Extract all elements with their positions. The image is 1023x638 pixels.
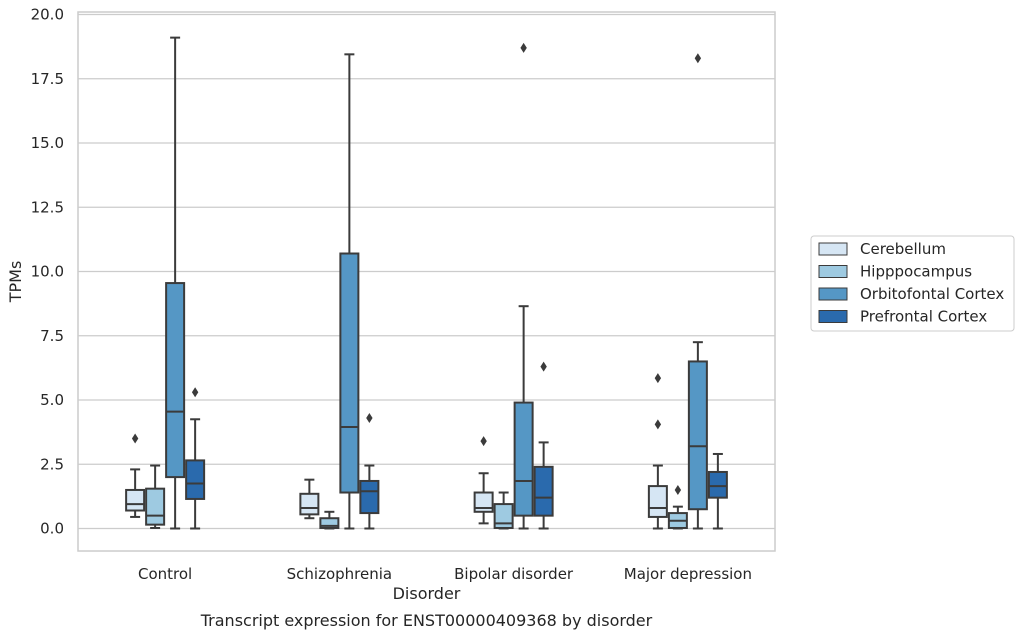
box-group — [185, 387, 206, 530]
y-tick-label: 20.0 — [31, 6, 64, 24]
box-group — [533, 361, 554, 530]
box-iqr — [493, 503, 514, 529]
box-group — [667, 484, 688, 530]
box-iqr — [533, 465, 554, 517]
box-iqr — [165, 282, 186, 479]
box-iqr — [125, 488, 146, 512]
box-iqr — [145, 487, 166, 526]
outlier-marker — [674, 484, 682, 495]
box-group — [647, 373, 668, 530]
y-axis-ticks: 0.0 2.5 5.0 7.5 10.0 12.5 15.0 17.5 20.0 — [31, 6, 64, 538]
box-iqr — [513, 401, 534, 517]
y-tick-label: 5.0 — [40, 391, 64, 409]
box-group — [513, 42, 534, 530]
x-axis-title: Disorder — [393, 584, 461, 603]
outlier-marker — [654, 419, 662, 430]
y-axis-title: TPMs — [6, 261, 25, 304]
box-iqr — [319, 517, 340, 529]
y-tick-label: 0.0 — [40, 520, 64, 538]
box-iqr — [687, 360, 708, 511]
legend-label: Cerebellum — [860, 240, 946, 258]
box-iqr — [185, 459, 206, 500]
box-group — [299, 478, 320, 520]
legend-swatch — [818, 287, 848, 301]
plot-frame — [77, 11, 776, 552]
outlier-marker — [480, 436, 487, 447]
box-group — [145, 464, 166, 529]
legend-label: Hipppocampus — [860, 263, 972, 281]
box-group — [359, 412, 380, 530]
x-tick-label: Control — [138, 565, 192, 583]
legend-swatch — [818, 265, 848, 278]
legend-swatch — [818, 310, 848, 323]
legend: Cerebellum Hipppocampus Orbitofontal Corte… — [810, 235, 1015, 332]
box-group — [125, 433, 146, 518]
y-tick-label: 15.0 — [31, 134, 64, 152]
box-iqr — [647, 485, 668, 518]
legend-frame — [810, 235, 1015, 332]
box-group — [707, 452, 728, 530]
outlier-marker — [694, 53, 702, 64]
boxes — [125, 36, 728, 530]
box-group — [319, 510, 340, 530]
chart-caption: Transcript expression for ENST0000040936… — [200, 611, 653, 630]
outlier-marker — [540, 361, 547, 372]
box-iqr — [359, 479, 380, 515]
outlier-marker — [191, 387, 199, 398]
box-group — [493, 491, 514, 530]
y-tick-label: 12.5 — [31, 198, 64, 216]
x-tick-label: Major depression — [624, 565, 752, 583]
x-tick-label: Schizophrenia — [287, 565, 392, 583]
outlier-marker — [131, 433, 139, 444]
box-group — [687, 53, 708, 530]
box-iqr — [299, 492, 320, 516]
legend-label: Orbitofontal Cortex — [860, 285, 1004, 303]
outlier-marker — [520, 42, 527, 53]
x-axis-ticks: Control Schizophrenia Bipolar disorder Majo… — [138, 565, 752, 583]
box-group — [339, 53, 360, 530]
box-iqr — [339, 252, 360, 494]
y-tick-label: 17.5 — [31, 70, 64, 88]
y-tick-label: 7.5 — [40, 327, 64, 345]
y-tick-label: 2.5 — [40, 455, 64, 473]
y-tick-label: 10.0 — [31, 263, 64, 281]
legend-swatch — [818, 242, 848, 256]
box-group — [165, 36, 186, 530]
x-tick-label: Bipolar disorder — [454, 565, 574, 583]
box-iqr — [707, 470, 728, 499]
legend-label: Prefrontal Cortex — [860, 308, 987, 326]
outlier-marker — [654, 373, 662, 384]
outlier-marker — [366, 412, 373, 423]
box-group — [473, 436, 494, 525]
